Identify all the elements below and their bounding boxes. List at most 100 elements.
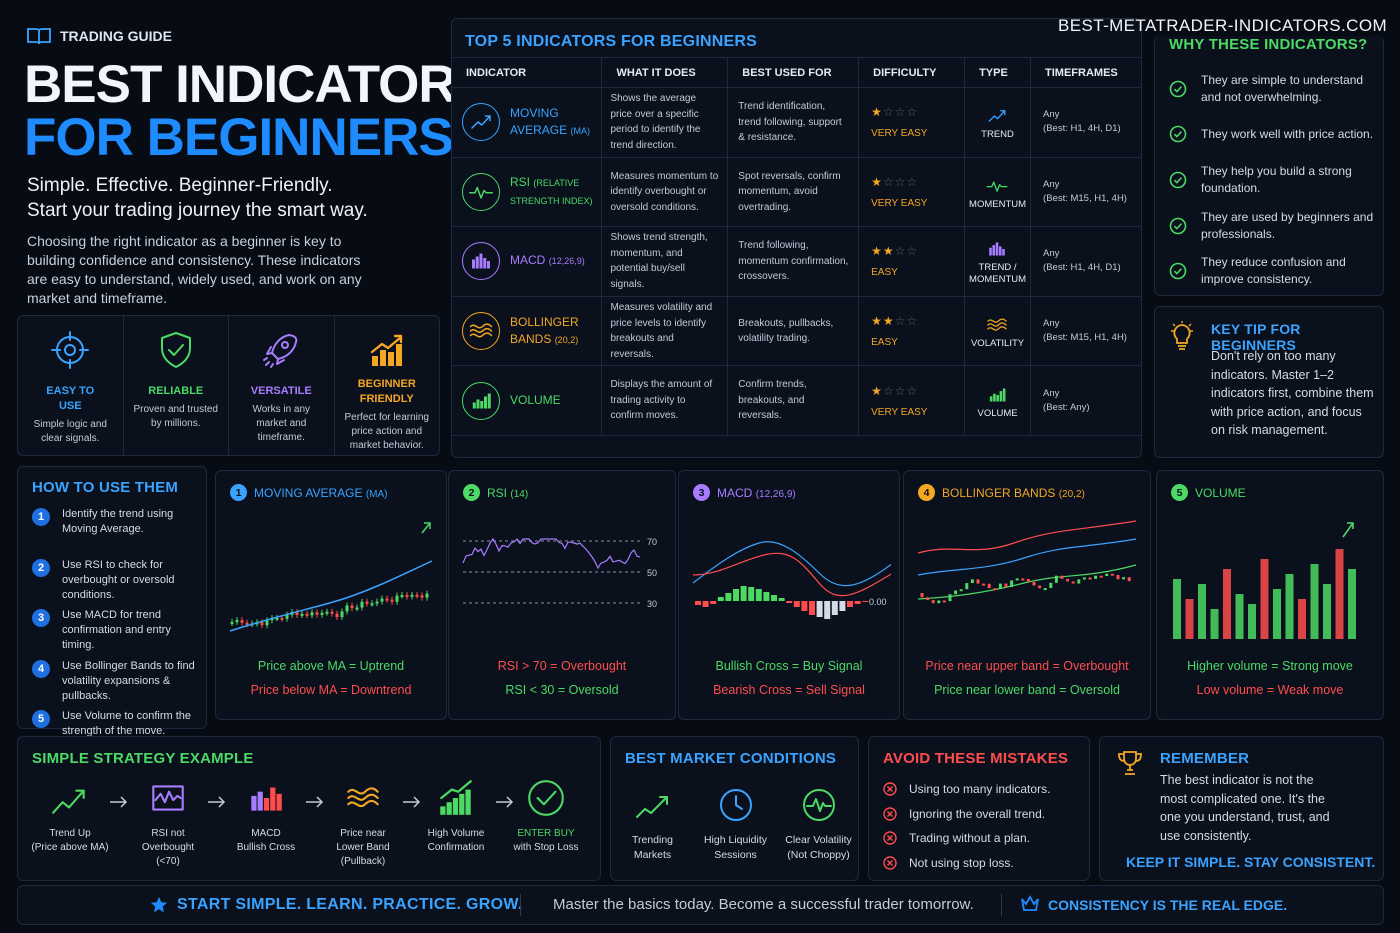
candle bbox=[400, 595, 404, 598]
example-sub: (MA) bbox=[365, 488, 388, 500]
strategy-step-l2: (Price above MA) bbox=[31, 842, 109, 853]
volume-bar bbox=[1323, 584, 1331, 639]
volume-bar bbox=[1235, 594, 1244, 639]
bands-icon bbox=[986, 318, 1007, 331]
bands-icon bbox=[469, 323, 493, 338]
candle bbox=[1066, 578, 1070, 582]
volume-bar bbox=[1260, 559, 1269, 639]
candle bbox=[942, 600, 946, 603]
macd-bar bbox=[710, 601, 717, 604]
strategy-step-l2: Confirmation bbox=[427, 842, 485, 853]
volume-bars-icon bbox=[989, 388, 1005, 402]
type-cell: TREND / MOMENTUM bbox=[964, 226, 1032, 297]
remember-cta: KEEP IT SIMPLE. STAY CONSISTENT. bbox=[1126, 854, 1376, 870]
candle bbox=[976, 579, 980, 584]
how-step-text: Identify the trend using Moving Average. bbox=[62, 508, 174, 535]
page-title-line2: FOR BEGINNERS bbox=[24, 108, 454, 167]
how-step-text: Use Volume to confirm the strength of th… bbox=[62, 710, 192, 738]
timeframe-any: Any bbox=[1043, 178, 1060, 190]
indicator-sub: (20,2) bbox=[554, 334, 579, 345]
star-icon: ☆ bbox=[894, 244, 907, 259]
macd-bar bbox=[725, 593, 732, 601]
candle bbox=[982, 583, 986, 586]
star-icon: ★ bbox=[871, 105, 883, 120]
macd-bar bbox=[816, 601, 823, 617]
candle bbox=[355, 607, 359, 610]
volume-bar bbox=[1335, 549, 1344, 639]
indicator-name: MACD bbox=[510, 253, 546, 268]
candle bbox=[305, 613, 309, 616]
candle bbox=[370, 603, 374, 606]
strategy-step-l1: Price near bbox=[340, 828, 386, 839]
rsi-level-label: 30 bbox=[647, 599, 657, 609]
candle bbox=[970, 579, 974, 584]
example-line2: Low volume = Weak move bbox=[1196, 683, 1344, 697]
macd-bar bbox=[786, 601, 793, 603]
star-icon: ☆ bbox=[894, 383, 907, 398]
example-chart-1 bbox=[229, 522, 433, 632]
indicator-cell: BOLLINGER BANDS (20,2) bbox=[452, 296, 603, 367]
market-item: Clear Volatility (Not Choppy) bbox=[777, 785, 860, 863]
indicator-badge bbox=[462, 312, 500, 351]
star-icon: ★ bbox=[882, 314, 895, 329]
remember-title: REMEMBER bbox=[1160, 750, 1250, 767]
volume-bar bbox=[1223, 569, 1231, 639]
macd-bar bbox=[809, 601, 815, 615]
strategy-step: MACD Bullish Cross bbox=[216, 777, 316, 855]
difficulty-label: VERY EASY bbox=[871, 406, 928, 418]
candle bbox=[240, 620, 244, 623]
candle bbox=[405, 595, 409, 598]
volume-bar bbox=[1310, 564, 1319, 639]
candle bbox=[365, 601, 369, 604]
mistake-text: Trading without a plan. bbox=[909, 831, 1030, 846]
difficulty-label: EASY bbox=[871, 267, 898, 279]
candle bbox=[280, 617, 284, 620]
example-number: 5 bbox=[1171, 484, 1188, 501]
volume-bars-icon bbox=[472, 393, 491, 409]
difficulty-cell: ★☆☆☆ VERY EASY bbox=[858, 87, 966, 158]
rocket-icon bbox=[263, 334, 298, 368]
table-row: VOLUME Displays the amount of trading ac… bbox=[452, 365, 1141, 436]
how-step: 4 Use Bollinger Bands to find volatility … bbox=[32, 659, 204, 710]
macd-bar bbox=[778, 598, 785, 601]
volume-bar bbox=[1173, 579, 1181, 639]
candle bbox=[395, 595, 399, 602]
strategy-panel: SIMPLE STRATEGY EXAMPLE Trend Up (Price a… bbox=[17, 736, 601, 881]
market-title: BEST MARKET CONDITIONS bbox=[625, 750, 837, 767]
indicator-sub: (RELATIVE STRENGTH INDEX) bbox=[510, 177, 593, 206]
strategy-step: High Volume Confirmation bbox=[406, 777, 506, 855]
strategy-step-l1: High Volume bbox=[427, 828, 485, 839]
how-step: 1 Identify the trend using Moving Average… bbox=[32, 507, 204, 558]
market-item-l1: Clear Volatility bbox=[785, 834, 852, 846]
key-tip-text: Don't rely on too many indicators. Maste… bbox=[1211, 349, 1374, 437]
table-header: INDICATOR bbox=[452, 57, 603, 88]
target-icon bbox=[51, 331, 90, 369]
how-step: 3 Use MACD for trend confirmation and ent… bbox=[32, 608, 204, 659]
example-title: RSI bbox=[487, 485, 508, 500]
x-circle-icon bbox=[883, 782, 897, 796]
subtitle-line1: Simple. Effective. Beginner-Friendly. bbox=[27, 175, 333, 196]
candle bbox=[965, 583, 969, 590]
how-step-text: Use Bollinger Bands to find volatility e… bbox=[62, 659, 195, 702]
indicator-badge bbox=[462, 381, 500, 420]
candle bbox=[1099, 575, 1103, 578]
example-line1: Higher volume = Strong move bbox=[1187, 659, 1353, 673]
candle bbox=[230, 621, 234, 624]
market-item-l2: (Not Choppy) bbox=[787, 849, 850, 861]
volume-icon bbox=[440, 780, 472, 815]
best-used-for-cell: Confirm trends, breakouts, and reversals… bbox=[727, 365, 860, 436]
candle bbox=[1088, 577, 1092, 580]
candle bbox=[1004, 583, 1008, 588]
why-text: They reduce confusion and improve consis… bbox=[1201, 255, 1346, 287]
zero-label: 0.00 bbox=[869, 597, 887, 607]
star-icon: ☆ bbox=[906, 314, 919, 329]
star-icon: ☆ bbox=[906, 383, 919, 398]
macd-bar bbox=[801, 601, 808, 611]
difficulty-cell: ★☆☆☆ VERY EASY bbox=[858, 365, 966, 436]
why-item: They are used by beginners and professio… bbox=[1169, 203, 1379, 249]
candle bbox=[1026, 579, 1030, 582]
why-item: They reduce confusion and improve consis… bbox=[1169, 248, 1379, 294]
example-sub: (20,2) bbox=[1058, 488, 1085, 500]
candle bbox=[235, 620, 239, 623]
example-number: 2 bbox=[463, 484, 480, 501]
